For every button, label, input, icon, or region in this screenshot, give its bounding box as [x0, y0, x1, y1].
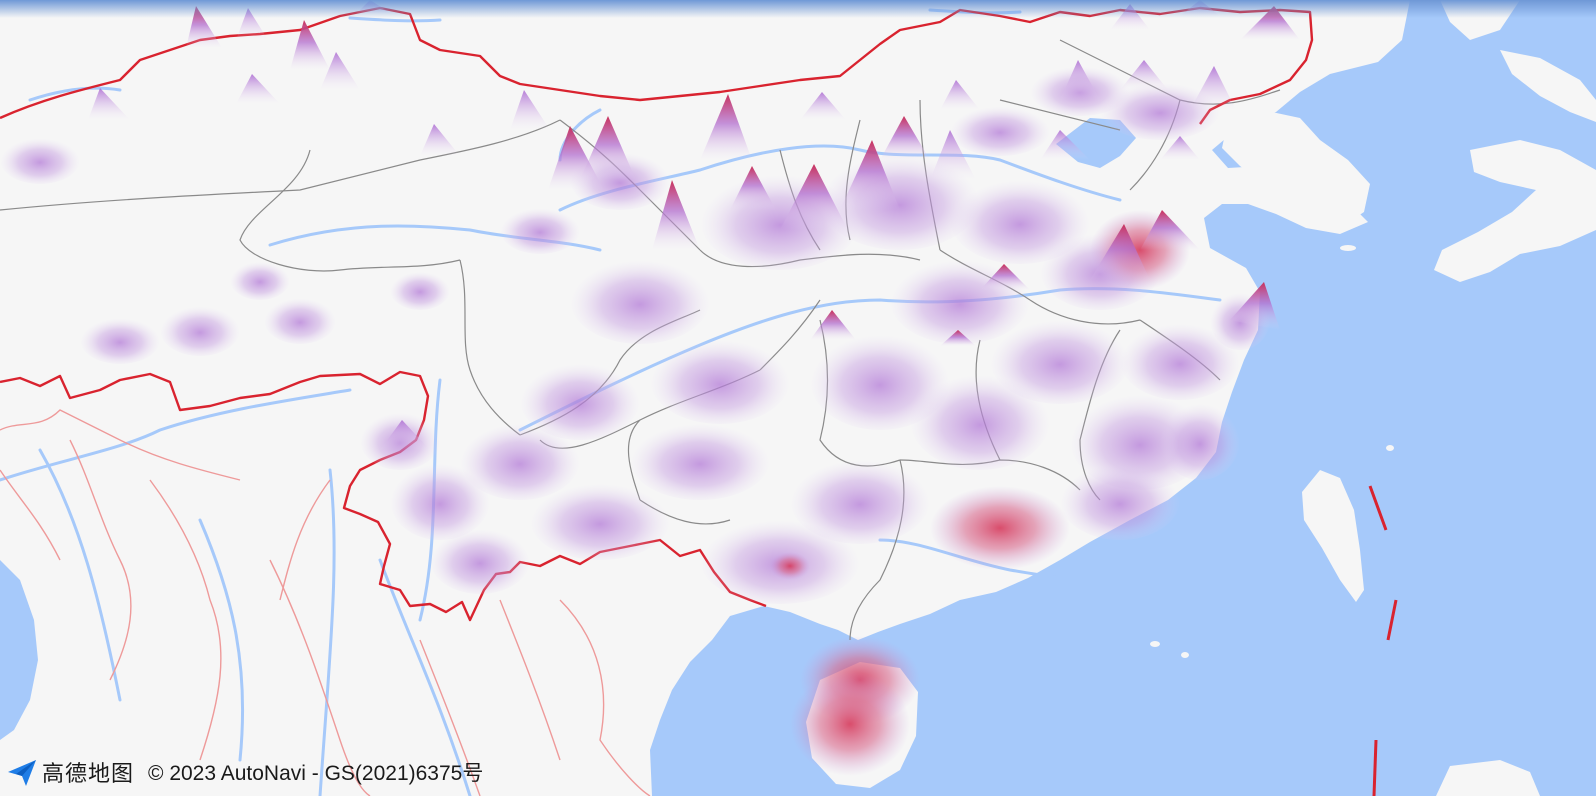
landmass-japan-north: [1500, 50, 1596, 122]
map-attribution: 高德地图 © 2023 AutoNavi - GS(2021)6375号: [4, 756, 483, 788]
landmass-taiwan: [1302, 470, 1364, 602]
foreign-borders: [0, 409, 651, 796]
island: [1150, 641, 1160, 647]
copyright-text: © 2023 AutoNavi - GS(2021)6375号: [148, 762, 484, 785]
landmass-korea-peninsula: [1222, 110, 1370, 228]
provider-logo-text: 高德地图: [42, 762, 135, 787]
landmass-philippines: [1436, 760, 1540, 796]
island: [1181, 652, 1189, 658]
bay-of-bengal: [0, 560, 38, 740]
island: [1386, 445, 1394, 451]
heatmap-layer: [0, 64, 1270, 776]
provider-logo[interactable]: 高德地图: [4, 756, 134, 788]
heatmap-peaks: [88, 0, 1300, 450]
paper-plane-icon: [8, 760, 36, 786]
island: [1340, 245, 1356, 251]
landmass-japan: [1434, 140, 1596, 282]
